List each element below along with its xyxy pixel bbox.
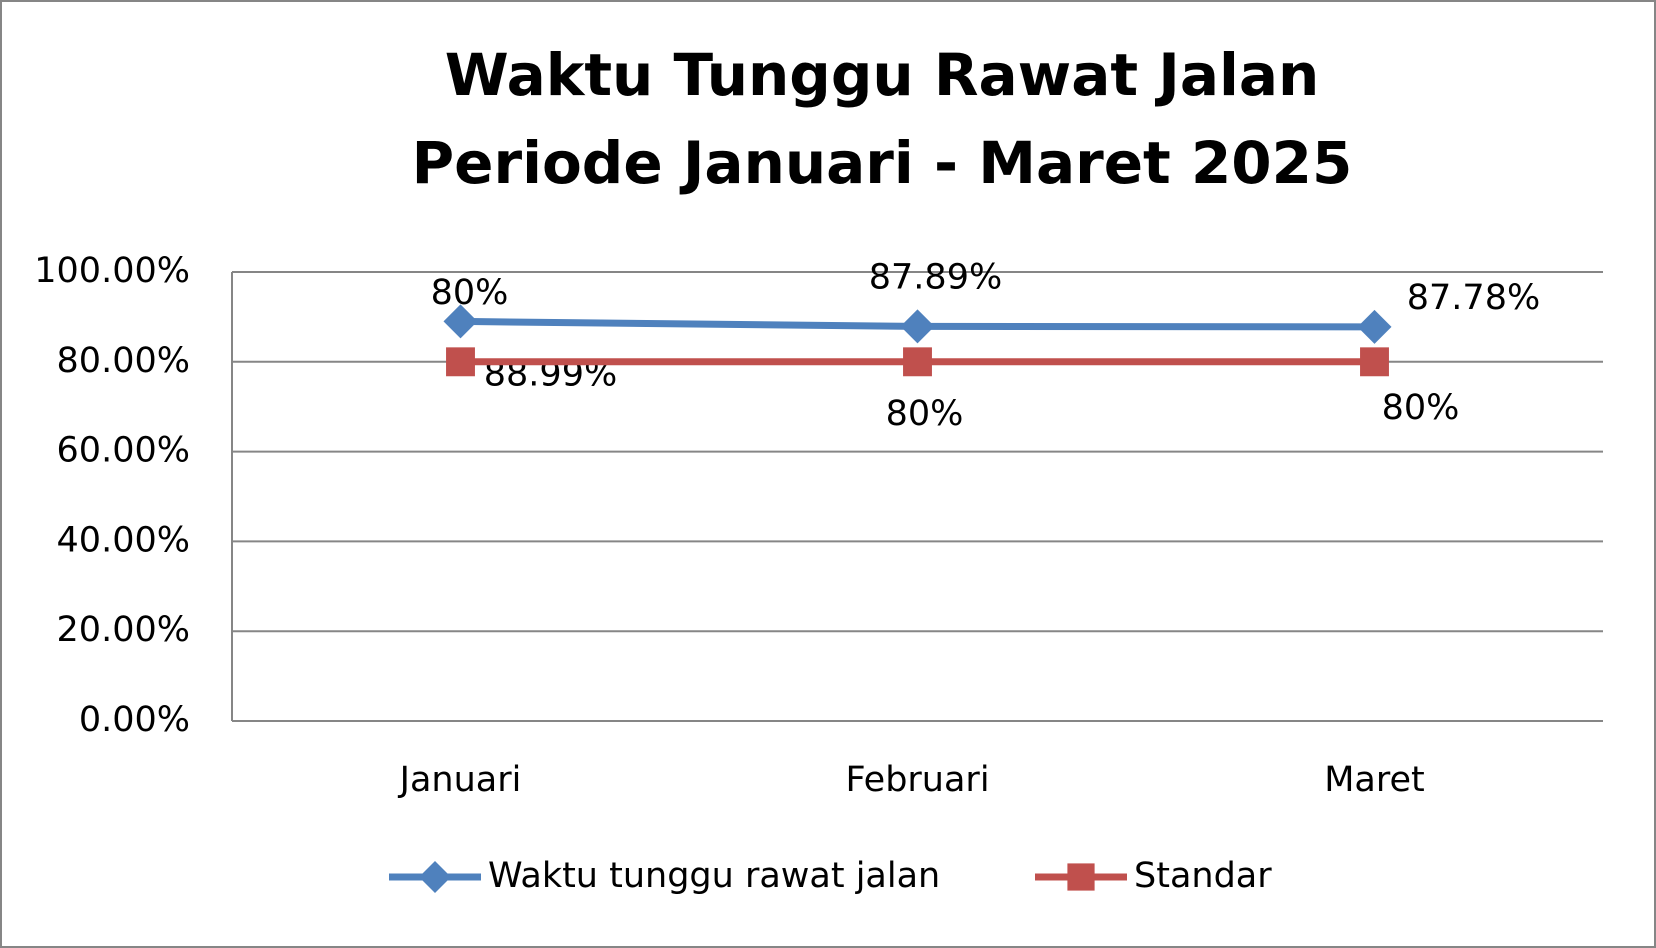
data-label: 87.89% [869, 257, 1002, 297]
data-point [903, 347, 932, 377]
y-tick-label: 20.00% [57, 610, 190, 650]
data-label: 80% [431, 273, 509, 313]
chart-subtitle: Periode Januari - Maret 2025 [412, 129, 1353, 197]
y-tick-label: 60.00% [57, 431, 190, 471]
x-tick-label: Februari [845, 760, 989, 800]
chart-title: Waktu Tunggu Rawat Jalan [445, 41, 1320, 109]
y-tick-label: 100.00% [34, 251, 190, 291]
x-tick-label: Januari [398, 760, 522, 800]
data-point [1360, 347, 1389, 377]
data-point [443, 304, 478, 339]
data-label: 80% [886, 394, 964, 434]
data-label: 87.78% [1407, 278, 1540, 318]
y-tick-label: 40.00% [57, 520, 190, 560]
data-point [900, 309, 935, 344]
data-point [446, 347, 475, 377]
x-tick-label: Maret [1324, 760, 1425, 800]
legend-label: Waktu tunggu rawat jalan [488, 856, 940, 896]
data-label: 80% [1382, 388, 1460, 428]
legend-label: Standar [1134, 856, 1272, 896]
y-tick-label: 0.00% [79, 700, 190, 740]
legend-marker [419, 861, 451, 893]
y-tick-label: 80.00% [57, 341, 190, 381]
legend-marker [1067, 863, 1095, 891]
data-point [1357, 309, 1392, 344]
